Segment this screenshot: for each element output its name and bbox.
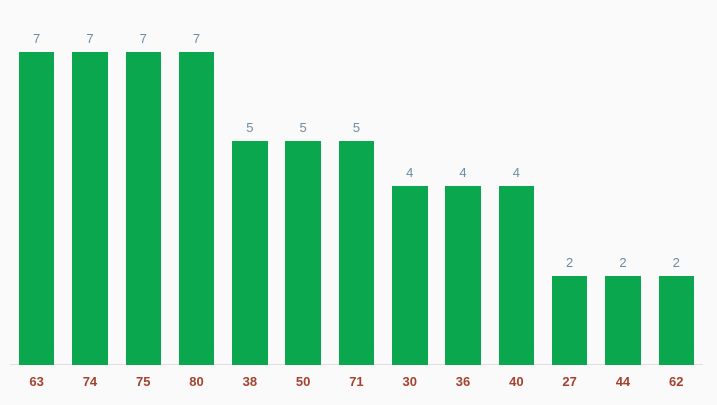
bar[interactable] xyxy=(18,52,55,365)
bar[interactable] xyxy=(72,52,108,365)
bar[interactable] xyxy=(551,276,588,365)
bar[interactable] xyxy=(498,186,535,365)
bar[interactable] xyxy=(658,276,694,365)
x-axis-label: 50 xyxy=(295,374,311,389)
bar-value-label: 2 xyxy=(619,255,627,270)
x-axis-label: 80 xyxy=(189,374,204,389)
x-axis-label: 62 xyxy=(669,374,684,389)
x-axis-label: 40 xyxy=(509,374,524,389)
bar-value-label: 5 xyxy=(352,120,361,135)
bar-value-label: 4 xyxy=(406,165,414,180)
x-axis-label: 38 xyxy=(242,374,258,389)
bar-value-label: 7 xyxy=(33,31,41,46)
x-axis-label: 63 xyxy=(29,374,44,389)
x-axis-label: 74 xyxy=(82,374,98,389)
x-axis-label: 27 xyxy=(562,374,577,389)
bar-value-label: 7 xyxy=(86,31,94,46)
bar[interactable] xyxy=(445,186,481,365)
bar[interactable] xyxy=(232,141,268,365)
x-axis-label: 36 xyxy=(455,374,471,389)
bar-value-label: 5 xyxy=(299,120,307,135)
bar[interactable] xyxy=(605,276,641,365)
bar[interactable] xyxy=(125,52,161,365)
x-axis-label: 30 xyxy=(402,374,417,389)
bar[interactable] xyxy=(338,141,375,365)
bar[interactable] xyxy=(392,186,428,365)
bar-value-label: 5 xyxy=(246,120,254,135)
bar-value-label: 4 xyxy=(459,165,467,180)
bar-value-label: 2 xyxy=(672,255,680,270)
x-axis-label: 75 xyxy=(136,374,151,389)
bar[interactable] xyxy=(285,141,321,365)
bar-value-label: 2 xyxy=(566,255,574,270)
x-axis-label: 44 xyxy=(615,374,631,389)
bar[interactable] xyxy=(178,52,215,365)
x-axis-label: 71 xyxy=(349,374,364,389)
bar-value-label: 7 xyxy=(192,31,201,46)
bar-value-label: 4 xyxy=(512,165,520,180)
bar-value-label: 7 xyxy=(139,31,147,46)
